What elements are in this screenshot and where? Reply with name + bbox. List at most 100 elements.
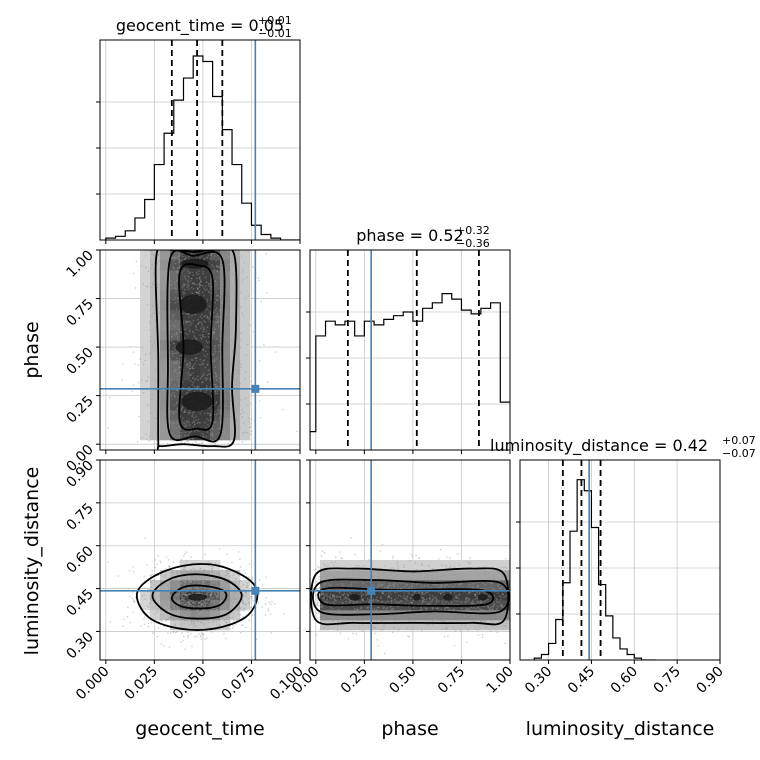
scatter-point	[150, 286, 153, 289]
scatter-point	[435, 583, 438, 586]
density-cell	[400, 620, 411, 631]
scatter-point	[207, 611, 209, 613]
scatter-point	[180, 582, 183, 585]
scatter-point	[221, 592, 223, 594]
scatter-point	[152, 312, 155, 315]
scatter-point	[495, 608, 498, 610]
density-cell	[180, 360, 191, 371]
scatter-point	[193, 625, 195, 628]
histogram-bin	[500, 402, 510, 450]
scatter-point	[228, 602, 231, 604]
scatter-point	[211, 621, 213, 623]
scatter-point	[189, 603, 192, 605]
scatter-point	[198, 283, 201, 286]
density-cell	[410, 560, 421, 571]
scatter-point	[193, 635, 196, 638]
scatter-point	[161, 305, 164, 307]
scatter-point	[177, 584, 179, 587]
scatter-point	[217, 266, 219, 269]
scatter-point	[193, 587, 196, 589]
scatter-point	[202, 328, 205, 331]
scatter-point	[452, 609, 454, 611]
scatter-point	[202, 582, 204, 584]
scatter-point	[502, 593, 504, 596]
histogram-bin	[213, 96, 223, 240]
scatter-point	[195, 576, 198, 578]
title-geocent-time-sub: −0.01	[258, 27, 292, 40]
scatter-point	[202, 605, 205, 607]
scatter-point	[176, 599, 179, 601]
density-cell	[150, 310, 161, 321]
scatter-point	[216, 624, 218, 626]
scatter-point	[179, 609, 182, 612]
scatter-point	[176, 571, 179, 574]
scatter-point	[117, 575, 120, 577]
scatter-point	[171, 611, 173, 614]
scatter-point	[190, 579, 192, 582]
scatter-point	[447, 635, 449, 638]
scatter-point	[211, 264, 213, 266]
scatter-point	[214, 421, 216, 424]
scatter-point	[189, 623, 192, 626]
scatter-point	[397, 567, 399, 570]
density-cell	[380, 570, 391, 581]
scatter-point	[329, 584, 332, 587]
scatter-point	[218, 412, 221, 415]
scatter-point	[393, 584, 395, 587]
scatter-point	[410, 602, 413, 605]
scatter-point	[400, 582, 402, 584]
scatter-point	[218, 316, 221, 319]
scatter-point	[445, 618, 447, 621]
scatter-point	[165, 278, 168, 281]
scatter-point	[322, 592, 325, 595]
scatter-point	[333, 616, 335, 619]
scatter-point	[178, 426, 180, 428]
scatter-point	[373, 627, 376, 629]
scatter-point	[171, 379, 173, 382]
scatter-point	[183, 591, 186, 594]
scatter-point	[227, 414, 230, 416]
scatter-point	[199, 620, 202, 623]
scatter-point	[179, 602, 182, 605]
scatter-point	[331, 593, 334, 596]
scatter-point	[187, 420, 190, 423]
scatter-point	[218, 405, 221, 407]
scatter-point	[221, 266, 224, 269]
density-cell	[440, 610, 451, 621]
scatter-point	[206, 288, 208, 291]
scatter-point	[389, 606, 391, 608]
scatter-point	[167, 585, 169, 587]
scatter-point	[216, 390, 219, 392]
scatter-point	[453, 599, 456, 601]
density-cell	[210, 610, 221, 621]
scatter-point	[148, 329, 151, 331]
scatter-point	[352, 569, 355, 571]
scatter-point	[205, 379, 208, 382]
histogram-bin	[452, 299, 462, 450]
scatter-point	[218, 347, 220, 349]
scatter-point	[226, 588, 228, 591]
scatter-point	[172, 422, 175, 425]
scatter-point	[242, 607, 245, 610]
scatter-point	[241, 312, 243, 314]
scatter-point	[496, 571, 499, 574]
scatter-point	[186, 594, 188, 596]
title-luminosity-distance-sub: −0.07	[722, 447, 756, 460]
scatter-point	[172, 260, 175, 262]
tick-label-x: 0.025	[122, 664, 162, 704]
scatter-point	[193, 621, 196, 624]
scatter-point	[188, 386, 191, 389]
scatter-point	[208, 332, 210, 335]
scatter-point	[216, 608, 219, 611]
scatter-point	[345, 600, 348, 603]
scatter-point	[250, 380, 252, 383]
scatter-point	[217, 271, 219, 273]
scatter-point	[221, 568, 223, 571]
scatter-point	[239, 566, 242, 568]
scatter-point	[206, 342, 209, 344]
scatter-point	[177, 594, 179, 597]
scatter-point	[203, 294, 205, 297]
scatter-point	[214, 372, 217, 375]
scatter-point	[176, 351, 179, 353]
scatter-point	[223, 409, 226, 411]
